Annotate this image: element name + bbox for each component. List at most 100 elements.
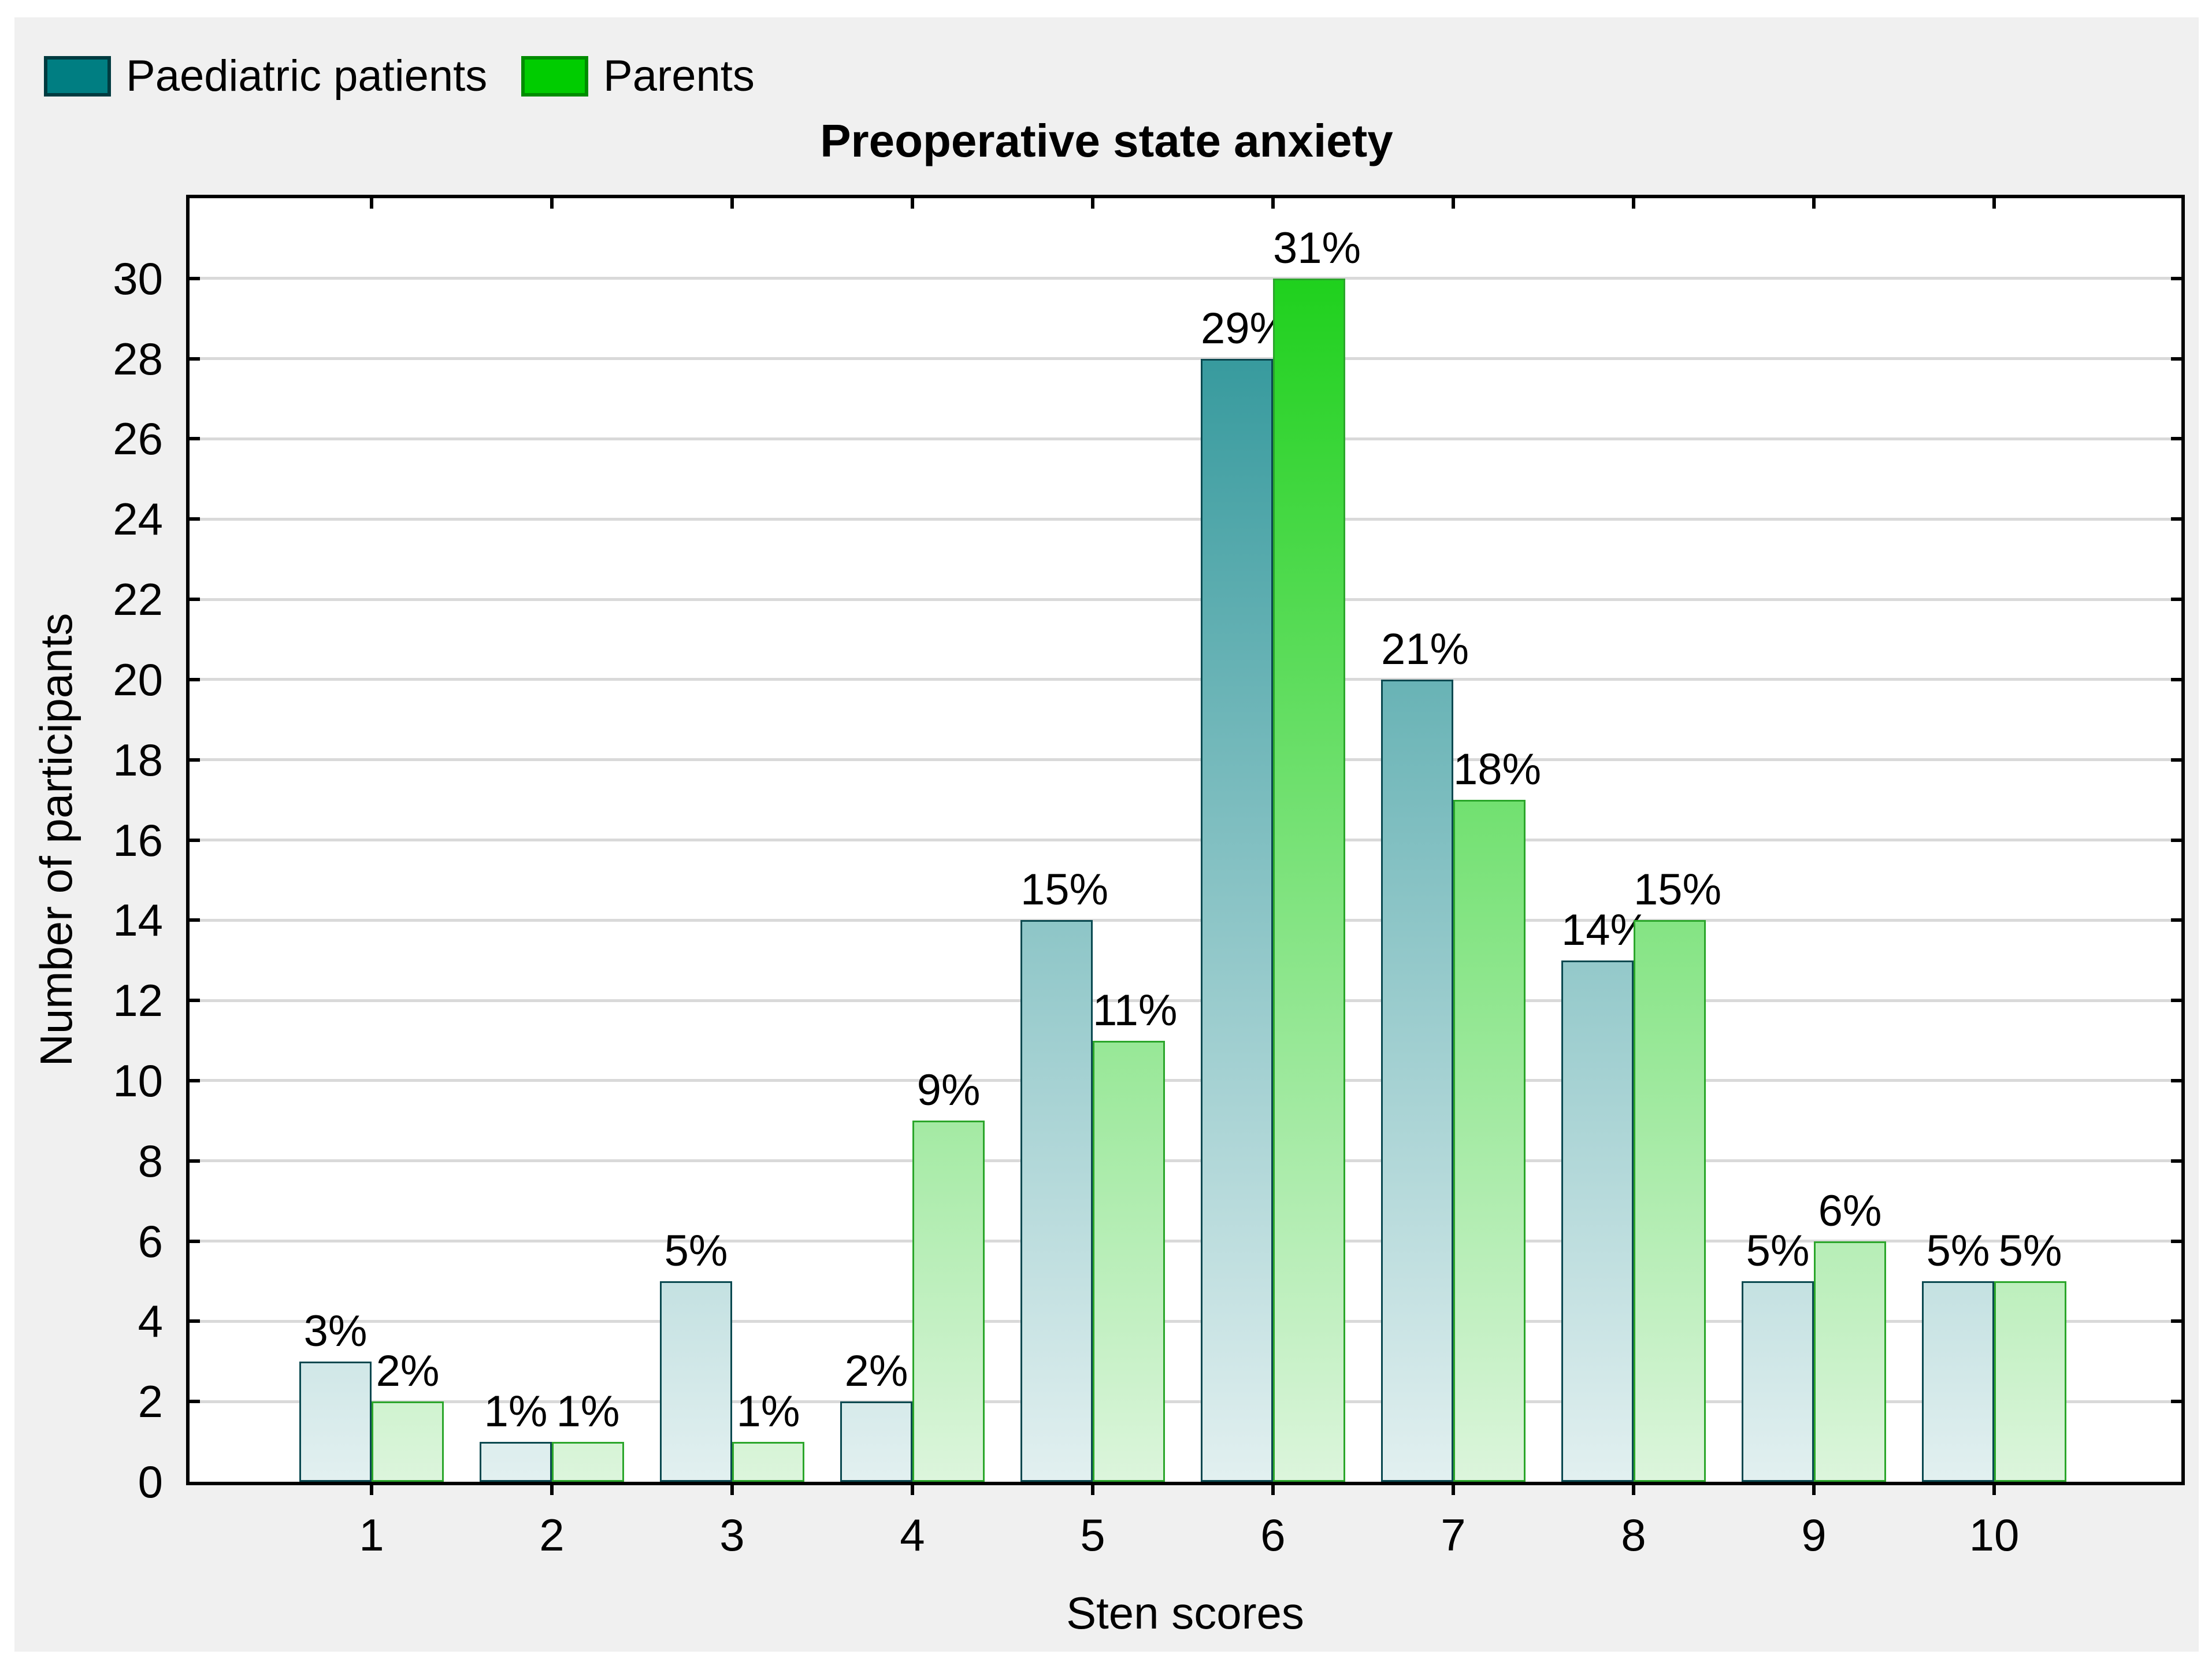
bar-parents-1: [372, 1401, 444, 1482]
bar-label-parents-2: 1%: [556, 1386, 620, 1436]
x-tick-top-2: [550, 198, 554, 209]
x-tick-bottom-3: [730, 1472, 734, 1495]
y-tick-left-30: [190, 276, 200, 280]
bar-label-paediatric-patients-2: 1%: [484, 1386, 548, 1436]
gridline-y-22: [190, 598, 2181, 601]
bar-label-parents-7: 18%: [1453, 745, 1542, 795]
bar-label-paediatric-patients-10: 5%: [1926, 1226, 1990, 1275]
gridline-y-14: [190, 918, 2181, 922]
x-tick-bottom-7: [1452, 1472, 1455, 1495]
x-tick-label-7: 7: [1441, 1509, 1466, 1560]
y-tick-left-20: [190, 677, 200, 681]
y-tick-left-14: [190, 918, 200, 922]
y-tick-left-28: [190, 357, 200, 361]
bar-label-paediatric-patients-3: 5%: [664, 1226, 728, 1275]
y-tick-label-16: 16: [113, 814, 163, 866]
y-tick-label-0: 0: [138, 1456, 163, 1507]
y-tick-left-8: [190, 1159, 200, 1163]
x-tick-top-1: [370, 198, 373, 209]
y-tick-right-18: [2171, 758, 2181, 762]
bar-label-paediatric-patients-8: 14%: [1561, 905, 1650, 955]
bar-label-paediatric-patients-9: 5%: [1746, 1226, 1810, 1275]
gridline-y-6: [190, 1240, 2181, 1243]
x-tick-top-7: [1452, 198, 1455, 209]
x-tick-top-9: [1812, 198, 1816, 209]
x-tick-bottom-10: [1992, 1472, 1996, 1495]
y-tick-right-14: [2171, 918, 2181, 922]
x-tick-bottom-6: [1271, 1472, 1275, 1495]
gridline-y-26: [190, 437, 2181, 440]
x-tick-label-5: 5: [1080, 1509, 1105, 1560]
x-tick-top-6: [1271, 198, 1275, 209]
y-tick-label-6: 6: [138, 1215, 163, 1267]
bar-label-parents-3: 1%: [736, 1386, 800, 1436]
y-tick-label-30: 30: [113, 253, 163, 304]
y-tick-label-24: 24: [113, 494, 163, 545]
y-tick-left-26: [190, 437, 200, 441]
y-tick-label-14: 14: [113, 895, 163, 946]
chart-panel: Paediatric patients Parents Preoperative…: [14, 17, 2199, 1652]
y-axis-title: Number of participants: [31, 613, 81, 1067]
y-tick-left-22: [190, 598, 200, 602]
y-tick-label-22: 22: [113, 574, 163, 625]
x-tick-top-5: [1091, 198, 1094, 209]
x-tick-bottom-9: [1812, 1472, 1816, 1495]
gridline-y-16: [190, 839, 2181, 841]
bar-parents-6: [1273, 278, 1345, 1482]
bar-label-parents-9: 6%: [1818, 1186, 1882, 1236]
bar-paediatric-patients-2: [480, 1441, 552, 1482]
y-tick-label-8: 8: [138, 1135, 163, 1186]
y-tick-label-18: 18: [113, 734, 163, 785]
y-tick-right-8: [2171, 1159, 2181, 1163]
x-tick-top-10: [1992, 198, 1996, 209]
y-tick-left-16: [190, 838, 200, 842]
legend-label-parents: Parents: [603, 51, 755, 101]
x-tick-bottom-8: [1632, 1472, 1635, 1495]
plot-area: 3% 1% 5% 2% 15% 29% 21% 14% 5% 5% 2% 1% 1% 9% 11% 31% 18…: [190, 198, 2181, 1495]
bar-label-paediatric-patients-4: 2%: [844, 1347, 908, 1396]
legend-swatch-parents: [521, 56, 588, 97]
x-tick-bottom-5: [1091, 1472, 1094, 1495]
bar-label-paediatric-patients-7: 21%: [1381, 624, 1469, 674]
legend-item-parents: Parents: [521, 51, 755, 101]
y-tick-right-16: [2171, 838, 2181, 842]
bar-label-parents-4: 9%: [916, 1066, 981, 1115]
bar-parents-7: [1453, 800, 1526, 1482]
bar-paediatric-patients-3: [660, 1281, 732, 1482]
bar-parents-5: [1093, 1040, 1165, 1482]
bar-label-paediatric-patients-6: 29%: [1201, 303, 1289, 353]
gridline-y-10: [190, 1079, 2181, 1082]
x-tick-bottom-2: [550, 1472, 554, 1495]
x-tick-label-8: 8: [1621, 1509, 1646, 1560]
bar-label-parents-10: 5%: [1998, 1226, 2062, 1275]
bar-paediatric-patients-1: [299, 1361, 372, 1482]
y-tick-right-10: [2171, 1078, 2181, 1082]
y-tick-left-6: [190, 1239, 200, 1243]
bar-label-parents-6: 31%: [1273, 223, 1361, 273]
legend-label-paediatric-patients: Paediatric patients: [126, 51, 488, 101]
bar-label-parents-1: 2%: [376, 1347, 440, 1396]
y-tick-right-12: [2171, 999, 2181, 1003]
bar-paediatric-patients-7: [1381, 679, 1453, 1482]
y-tick-right-30: [2171, 276, 2181, 280]
x-tick-label-2: 2: [539, 1509, 565, 1560]
bar-parents-4: [912, 1121, 985, 1482]
x-tick-label-9: 9: [1801, 1509, 1827, 1560]
bar-label-paediatric-patients-5: 15%: [1020, 865, 1109, 915]
y-tick-right-4: [2171, 1319, 2181, 1323]
y-tick-label-28: 28: [113, 333, 163, 384]
y-tick-label-26: 26: [113, 413, 163, 465]
x-tick-top-3: [730, 198, 734, 209]
bar-paediatric-patients-10: [1922, 1281, 1994, 1482]
x-tick-label-10: 10: [1969, 1509, 2020, 1560]
y-tick-left-2: [190, 1400, 200, 1404]
x-axis-title: Sten scores: [1066, 1588, 1304, 1638]
y-tick-label-2: 2: [138, 1376, 163, 1427]
legend-item-paediatric-patients: Paediatric patients: [44, 51, 488, 101]
y-tick-right-20: [2171, 677, 2181, 681]
x-tick-label-1: 1: [359, 1509, 384, 1560]
gridline-y-12: [190, 999, 2181, 1002]
x-tick-label-3: 3: [719, 1509, 745, 1560]
x-tick-top-4: [911, 198, 914, 209]
